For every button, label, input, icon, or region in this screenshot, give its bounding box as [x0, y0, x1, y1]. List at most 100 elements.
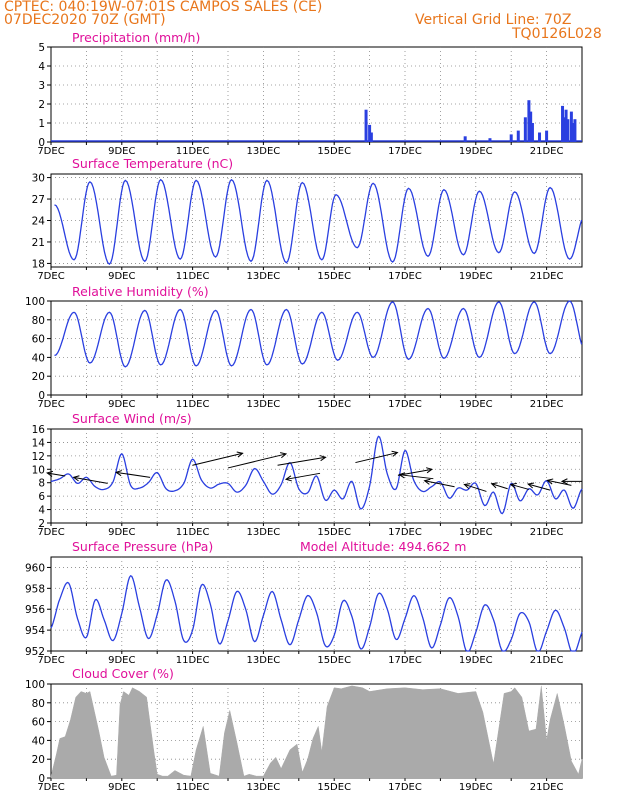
- y-tick-label: 60: [32, 717, 45, 729]
- wind-arrow: [73, 476, 108, 484]
- x-tick-label: 9DEC: [108, 146, 135, 157]
- x-tick-label: 13DEC: [247, 399, 281, 410]
- x-tick-label: 21DEC: [530, 146, 564, 157]
- x-tick-label: 19DEC: [459, 655, 493, 666]
- wind-arrow-head: [398, 472, 406, 479]
- wind-arrow: [424, 480, 455, 488]
- wind-arrow-head: [391, 450, 399, 457]
- y-tick-label: 24: [32, 216, 46, 228]
- wind-arrow: [491, 483, 508, 490]
- x-tick-label: 17DEC: [388, 399, 422, 410]
- grid-line-info: Vertical Grid Line: 70Z: [415, 12, 572, 28]
- wind-arrow-head: [280, 452, 288, 459]
- y-tick-label: 40: [32, 352, 45, 364]
- cloud-cover-title: Cloud Cover (%): [72, 666, 174, 681]
- wind-title: Surface Wind (m/s): [72, 411, 192, 426]
- x-tick-label: 9DEC: [108, 527, 135, 538]
- x-tick-label: 15DEC: [317, 655, 351, 666]
- y-tick-label: 8: [38, 478, 45, 490]
- wind-arrow: [227, 453, 287, 469]
- wind-arrow-head: [423, 478, 431, 485]
- x-tick-label: 17DEC: [388, 271, 422, 282]
- precip-bar: [463, 136, 467, 142]
- x-tick-label: 19DEC: [459, 527, 493, 538]
- precip-bar: [564, 109, 568, 142]
- precip-bar: [509, 134, 513, 142]
- y-tick-label: 952: [25, 646, 45, 658]
- y-tick-label: 80: [32, 315, 45, 327]
- x-tick-label: 17DEC: [388, 527, 422, 538]
- y-tick-label: 2: [38, 518, 45, 530]
- x-tick-label: 15DEC: [317, 146, 351, 157]
- wind-arrow-head: [560, 478, 568, 485]
- y-tick-label: 20: [32, 754, 45, 766]
- date-header: 07DEC2020 70Z (GMT): [4, 12, 166, 28]
- x-tick-label: 11DEC: [176, 146, 210, 157]
- precip-bar: [364, 109, 368, 142]
- model-altitude: Model Altitude: 494.662 m: [300, 539, 467, 554]
- x-tick-label: 19DEC: [459, 271, 493, 282]
- precip-bar: [571, 123, 575, 142]
- wind-arrow: [547, 479, 572, 486]
- y-tick-label: 16: [32, 424, 46, 436]
- y-tick-label: 960: [25, 562, 45, 574]
- y-tick-label: 40: [32, 735, 45, 747]
- precip-bar: [523, 117, 527, 142]
- series-line: [54, 300, 583, 368]
- wind-arrow-head: [319, 455, 327, 462]
- precip-bar: [566, 119, 570, 142]
- wind-arrow-head: [546, 478, 554, 485]
- x-tick-label: 15DEC: [317, 271, 351, 282]
- x-tick-label: 9DEC: [108, 782, 135, 793]
- y-tick-label: 4: [38, 61, 45, 73]
- x-tick-label: 15DEC: [317, 782, 351, 793]
- y-tick-label: 0: [38, 137, 45, 149]
- precip-bar: [561, 105, 565, 142]
- wind-arrow: [510, 483, 530, 490]
- x-tick-label: 13DEC: [247, 655, 281, 666]
- y-tick-label: 10: [32, 464, 45, 476]
- pressure-title: Surface Pressure (hPa): [72, 539, 214, 554]
- precip-bar: [562, 117, 566, 142]
- y-tick-label: 5: [38, 42, 45, 54]
- y-tick-label: 4: [38, 505, 45, 517]
- x-tick-label: 15DEC: [317, 527, 351, 538]
- station-header: CPTEC: 040:19W-07:01S CAMPOS SALES (CE): [4, 0, 323, 15]
- series-line: [54, 178, 583, 266]
- x-tick-label: 7DEC: [37, 527, 64, 538]
- y-tick-label: 1: [38, 118, 45, 130]
- y-tick-label: 3: [38, 80, 45, 92]
- wind-arrow-head: [114, 470, 122, 477]
- y-tick-label: 12: [32, 451, 45, 463]
- wind-arrow: [47, 472, 66, 477]
- y-tick-label: 0: [38, 773, 45, 785]
- panel-frame: [50, 173, 583, 268]
- x-tick-label: 7DEC: [37, 399, 64, 410]
- series-line: [50, 574, 583, 652]
- wind-arrow: [355, 452, 398, 464]
- precip-bar: [368, 124, 372, 142]
- y-tick-label: 958: [25, 583, 45, 595]
- wind-arrow-head: [509, 482, 517, 489]
- x-tick-label: 11DEC: [176, 655, 210, 666]
- precip-bar: [516, 130, 520, 142]
- wind-arrow: [192, 452, 243, 466]
- y-tick-label: 21: [32, 237, 45, 249]
- x-tick-label: 19DEC: [459, 146, 493, 157]
- model-id: TQ0126L028: [512, 26, 602, 42]
- wind-arrow-head: [72, 475, 80, 482]
- wind-arrow: [528, 483, 551, 491]
- series-line: [50, 435, 583, 515]
- precip-bar: [545, 130, 549, 142]
- x-tick-label: 9DEC: [108, 399, 135, 410]
- y-tick-label: 60: [32, 334, 45, 346]
- precip-bar: [527, 100, 531, 142]
- precip-bar: [529, 111, 533, 142]
- x-tick-label: 13DEC: [247, 271, 281, 282]
- wind-arrow: [116, 471, 151, 478]
- x-tick-label: 21DEC: [530, 271, 564, 282]
- y-tick-label: 956: [25, 604, 45, 616]
- x-tick-label: 19DEC: [459, 399, 493, 410]
- x-tick-label: 21DEC: [530, 399, 564, 410]
